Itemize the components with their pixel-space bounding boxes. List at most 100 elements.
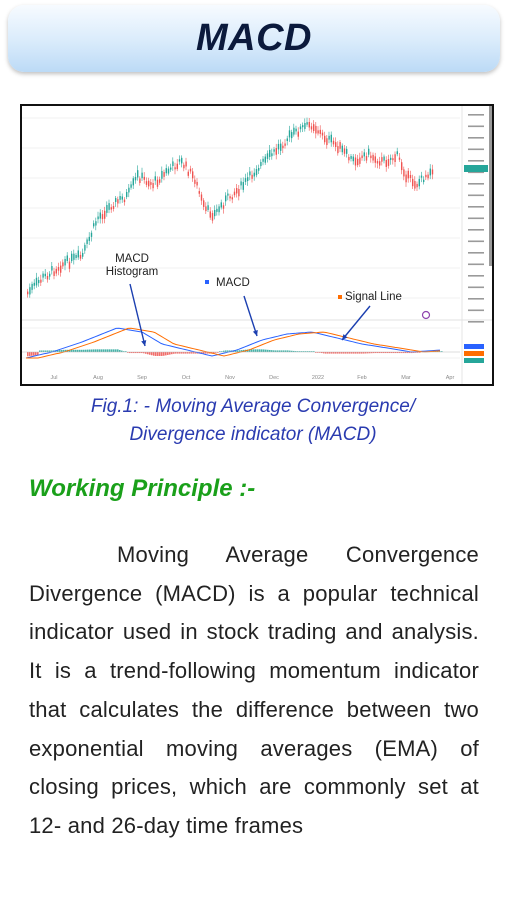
candle-body [238,188,240,197]
candle-body [302,125,304,128]
macd-histogram-bar [437,351,439,352]
candle-body [220,202,222,208]
candle-body [271,153,273,157]
macd-histogram-bar [261,349,263,352]
candle-body [401,162,403,171]
candle-body [196,181,198,186]
candle-body [284,143,286,146]
macd-histogram-bar [125,351,127,352]
candle-body [207,205,209,210]
candle-body [68,261,71,269]
arrow-to-macd-line-head [252,330,258,336]
candle-body [55,268,57,274]
macd-value-badge [464,344,484,349]
candle-body [46,276,49,280]
macd-histogram-bar [97,349,99,352]
candle-body [216,208,218,212]
macd-histogram-bar [141,352,143,354]
candle-body [286,138,288,142]
macd-histogram-bar [201,352,203,354]
macd-histogram-bar [347,352,349,354]
macd-histogram-bar [31,352,33,356]
macd-histogram-bar [35,352,37,356]
candle-body [176,163,178,170]
price-scale-tick [468,183,484,185]
macd-histogram-bar [69,349,71,352]
macd-histogram-bar [165,352,167,356]
candle-body [211,213,214,221]
candle-body [335,142,337,147]
macd-histogram-bar [223,350,225,352]
candle-body [51,266,53,271]
macd-histogram-bar [193,352,195,354]
macd-histogram-bar [307,351,309,352]
arrow-to-histogram-head [141,340,147,346]
candle-body [42,273,44,278]
candle-body [159,179,161,183]
candle-body [27,291,29,295]
macd-histogram-bar [183,352,185,354]
candle-body [143,176,145,180]
title-banner: MACD [8,5,500,72]
candle-body [383,156,385,161]
macd-histogram-bar [377,352,379,354]
macd-histogram-bar [207,352,209,354]
candle-body [416,183,418,188]
body-paragraph: Moving Average Convergence Divergence (M… [29,536,479,846]
candle-body [163,172,165,177]
candle-body [185,161,187,167]
candle-body [161,170,163,179]
candle-body [247,177,249,182]
candle-body [101,214,104,220]
candle-body [200,194,203,201]
x-axis-tick-label: Mar [401,375,411,381]
candle-body [306,122,308,125]
candle-body [236,188,238,194]
candle-body [141,172,143,179]
macd-histogram-bar [127,352,129,353]
macd-histogram-bar [367,352,369,354]
macd-histogram-bar [219,351,221,352]
candle-body [49,273,51,277]
price-scale-tick [468,275,484,277]
macd-histogram-bar [95,349,97,352]
macd-histogram-bar [331,352,333,354]
macd-line [25,327,441,359]
candle-body [275,148,277,155]
candle-body [242,182,244,190]
candle-body [75,254,77,258]
macd-histogram-bar [37,352,39,356]
price-scale-tick [468,252,484,254]
macd-histogram-bar [217,352,219,353]
candle-body [66,255,68,261]
macd-histogram-bar [365,352,367,354]
macd-histogram-bar [323,352,325,354]
candle-body [368,148,370,155]
macd-histogram-bar [359,352,361,354]
candle-body [60,265,62,273]
macd-histogram-bar [121,350,123,352]
candle-body [231,197,233,200]
macd-histogram-bar [285,350,287,352]
candle-body [310,126,313,130]
macd-histogram-bar [163,352,165,356]
macd-histogram-bar [99,349,101,352]
macd-histogram-bar [109,349,111,352]
annotation-macd: MACD [216,277,250,289]
x-axis-tick-label: Dec [269,375,279,381]
candle-body [152,183,154,189]
candle-body [370,155,372,159]
macd-histogram-bar [387,352,389,354]
macd-histogram-bar [409,352,411,354]
macd-histogram-bar [303,351,305,352]
candle-body [308,121,310,128]
candle-body [264,156,266,163]
price-scale-tick [468,229,484,231]
candle-body [187,171,189,176]
candle-body [33,282,35,286]
candle-body [57,267,60,271]
histogram-value-badge [464,358,484,363]
macd-histogram-bar [113,349,115,352]
annotation-macd-histogram-line2: Histogram [106,266,158,278]
candle-body [403,169,405,177]
